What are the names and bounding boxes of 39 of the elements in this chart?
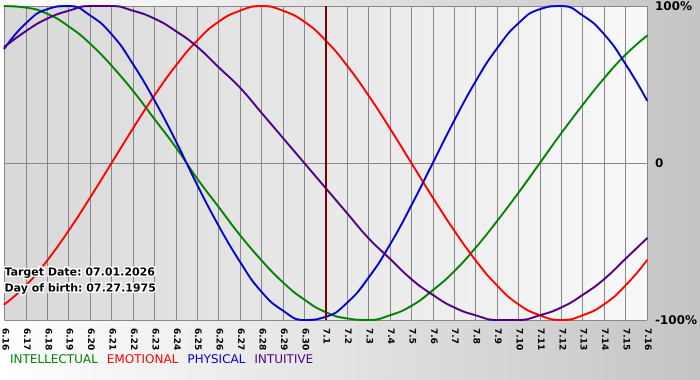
x-tick-label: 6.20 — [85, 328, 96, 350]
x-tick-label: 6.18 — [42, 328, 52, 350]
x-tick-label: 6.19 — [64, 328, 74, 350]
line-series — [4, 5, 648, 321]
x-tick-label: 7.3 — [364, 328, 374, 344]
x-tick-label: 6.25 — [192, 328, 202, 350]
x-tick-label: 6.28 — [256, 328, 266, 350]
x-tick-label: 7.15 — [620, 328, 631, 350]
text: EMOTIONAL — [106, 352, 179, 366]
y-tick-label: 0 — [654, 156, 664, 170]
x-tick-label: 7.16 — [642, 328, 652, 350]
x-tick-label: 6.16 — [0, 328, 10, 350]
x-tick-label: 6.24 — [170, 328, 181, 350]
x-tick-label: 7.13 — [578, 328, 588, 350]
x-tick-label: 7.6 — [428, 328, 438, 344]
x-tick-label: 7.10 — [513, 328, 524, 350]
x-tick-label: 7.8 — [470, 328, 481, 344]
x-tick-label: 7.12 — [556, 328, 566, 350]
x-tick-label: 6.21 — [106, 328, 117, 350]
x-tick-label: 7.9 — [492, 328, 502, 344]
y-tick-label: 100% — [654, 0, 692, 13]
x-tick-label: 6.22 — [128, 328, 138, 350]
x-tick-label: 7.2 — [342, 328, 352, 344]
x-tick-label: 6.17 — [20, 328, 31, 350]
y-tick-label: -100% — [654, 313, 698, 327]
text: INTUITIVE — [254, 352, 314, 366]
text: INTELLECTUAL — [10, 352, 98, 366]
x-tick-label: 7.14 — [599, 328, 610, 350]
x-tick-label: 6.29 — [278, 328, 288, 350]
x-tick-label: 7.5 — [406, 328, 416, 344]
x-tick-label: 7.1 — [320, 328, 331, 344]
x-tick-label: 7.7 — [449, 328, 460, 344]
x-tick-label: 7.4 — [384, 328, 395, 344]
text: PHYSICAL — [187, 352, 246, 366]
x-tick-label: 6.26 — [214, 328, 224, 350]
x-tick-label: 6.23 — [149, 328, 160, 350]
x-tick-label: 6.27 — [235, 328, 246, 350]
x-tick-label: 7.11 — [534, 328, 545, 350]
x-tick-label: 6.30 — [299, 328, 310, 350]
